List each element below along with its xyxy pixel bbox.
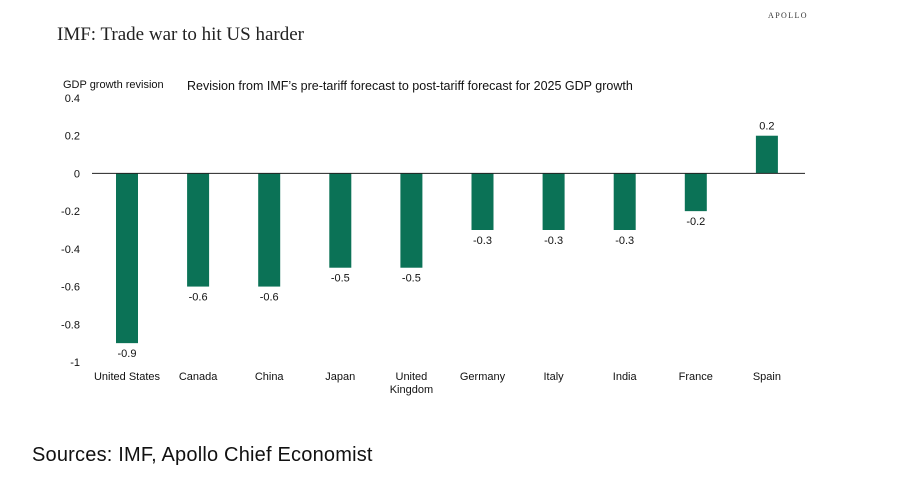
bar xyxy=(400,173,423,268)
chart-title: Revision from IMF’s pre-tariff forecast … xyxy=(187,79,633,93)
data-label: -0.3 xyxy=(615,235,634,247)
bar xyxy=(116,173,138,344)
data-label: -0.5 xyxy=(331,273,350,285)
y-tick-label: -0.8 xyxy=(61,319,80,331)
data-label: -0.6 xyxy=(189,292,208,304)
x-tick-label: Italy xyxy=(544,371,565,383)
brand-logo: APOLLO xyxy=(768,11,808,20)
bar xyxy=(684,173,707,212)
bar xyxy=(755,135,778,174)
bar xyxy=(613,173,636,230)
x-tick-label: China xyxy=(255,371,285,383)
y-tick-label: 0 xyxy=(74,168,80,180)
bar xyxy=(542,173,565,230)
data-label: -0.2 xyxy=(686,216,705,228)
y-tick-label: 0.4 xyxy=(65,93,80,105)
page-title: IMF: Trade war to hit US harder xyxy=(57,24,304,45)
x-tick-label: India xyxy=(613,371,638,383)
x-tick-label: Japan xyxy=(325,371,355,383)
bar xyxy=(258,173,281,287)
y-tick-label: -0.2 xyxy=(61,206,80,218)
data-label: 0.2 xyxy=(759,121,774,133)
y-axis-ticks: 0.4 0.2 0 -0.2 -0.4 -0.6 -0.8 -1 xyxy=(61,93,80,369)
data-label: -0.5 xyxy=(402,273,421,285)
data-label: -0.6 xyxy=(260,292,279,304)
x-tick-label: Germany xyxy=(460,371,506,383)
bar xyxy=(187,173,210,287)
data-labels: -0.9 -0.6 -0.6 -0.5 -0.5 -0.3 -0.3 -0.3 -0.2 0.2 xyxy=(118,121,775,360)
source-note: Sources: IMF, Apollo Chief Economist xyxy=(32,444,373,466)
x-tick-label: Spain xyxy=(753,371,781,383)
x-tick-label: Canada xyxy=(179,371,218,383)
data-label: -0.3 xyxy=(473,235,492,247)
data-label: -0.3 xyxy=(544,235,563,247)
y-tick-label: -1 xyxy=(70,357,80,369)
bar xyxy=(329,173,352,268)
bar xyxy=(471,173,494,230)
x-tick-label: France xyxy=(679,371,713,383)
x-axis-labels: United States Canada China Japan United Kingd… xyxy=(94,371,781,396)
bar-chart: GDP growth revision Revision from IMF’s … xyxy=(61,79,805,396)
y-tick-label: -0.4 xyxy=(61,244,80,256)
x-tick-label: United States xyxy=(94,371,161,383)
data-label: -0.9 xyxy=(118,348,137,360)
bars xyxy=(116,135,778,344)
y-tick-label: -0.6 xyxy=(61,282,80,294)
y-tick-label: 0.2 xyxy=(65,131,80,143)
y-axis-label: GDP growth revision xyxy=(63,79,164,91)
x-tick-label: United Kingdom xyxy=(390,371,433,396)
